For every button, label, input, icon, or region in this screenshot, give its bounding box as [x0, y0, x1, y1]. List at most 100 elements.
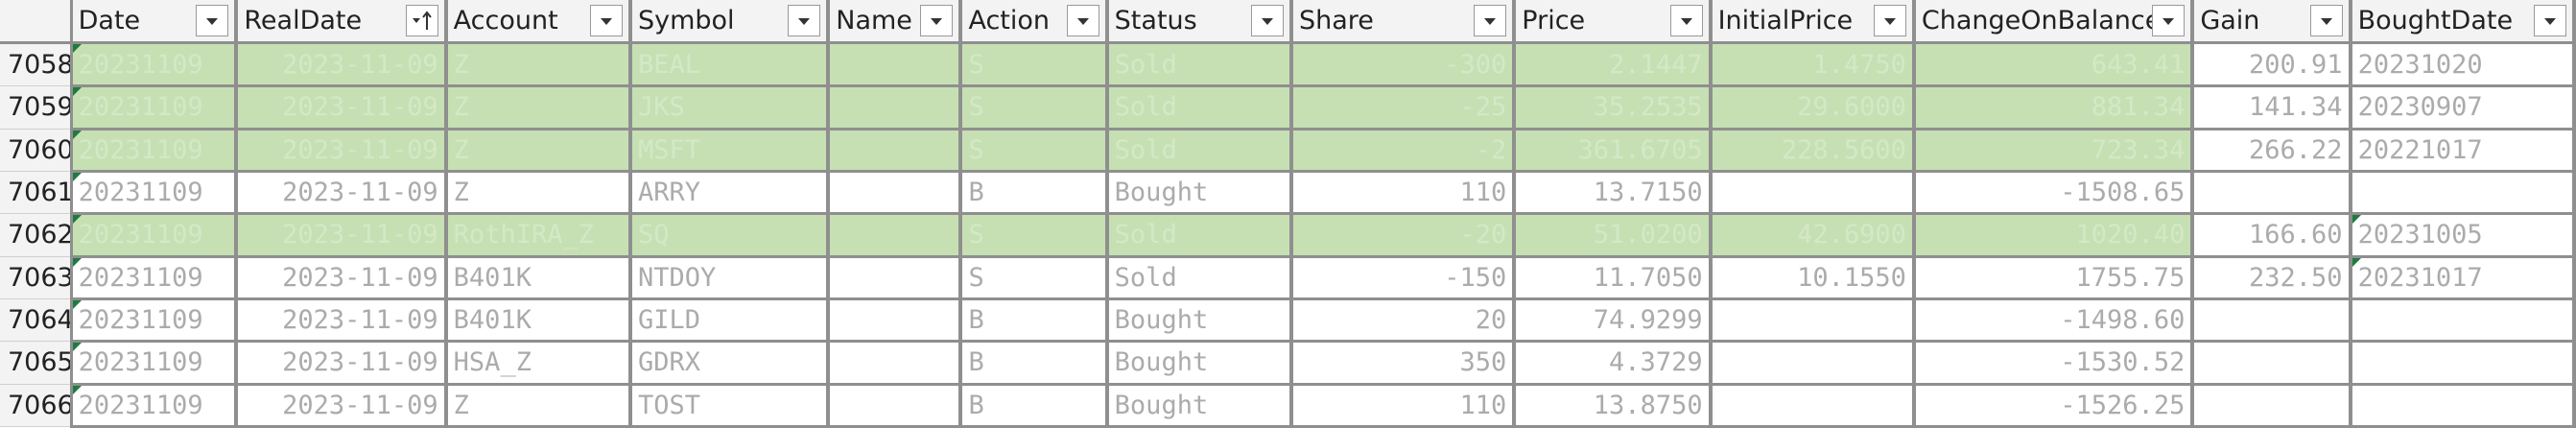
cell-initialprice[interactable]: 228.5600 — [1710, 129, 1916, 173]
cell-realdate[interactable]: 2023-11-09 — [236, 42, 448, 88]
cell-share[interactable]: 110 — [1290, 171, 1517, 216]
cell-boughtdate[interactable] — [2350, 171, 2576, 216]
cell-date[interactable]: 20231109 — [71, 298, 239, 344]
cell-name[interactable] — [828, 42, 963, 88]
cell-status[interactable]: Bought — [1106, 384, 1293, 428]
cell-boughtdate[interactable] — [2350, 341, 2576, 386]
cell-symbol[interactable]: MSFT — [629, 129, 831, 173]
cell-account[interactable]: Z — [445, 85, 632, 131]
filter-dropdown-button[interactable] — [2309, 5, 2343, 36]
cell-account[interactable]: Z — [445, 42, 632, 88]
cell-gain[interactable]: 200.91 — [2192, 42, 2352, 88]
cell-date[interactable]: 20231109 — [71, 85, 239, 131]
cell-symbol[interactable]: BEAL — [629, 42, 831, 88]
cell-action[interactable]: S — [960, 213, 1109, 258]
cell-price[interactable]: 361.6705 — [1514, 129, 1713, 173]
cell-share[interactable]: -2 — [1290, 129, 1517, 173]
column-header-account[interactable]: Account — [445, 0, 632, 44]
column-header-price[interactable]: Price — [1514, 0, 1713, 44]
column-header-realdate[interactable]: RealDate — [236, 0, 448, 44]
cell-boughtdate[interactable]: 20230907 — [2350, 85, 2576, 131]
column-header-share[interactable]: Share — [1290, 0, 1517, 44]
cell-boughtdate[interactable]: 20231005 — [2350, 213, 2576, 258]
cell-action[interactable]: S — [960, 129, 1109, 173]
cell-realdate[interactable]: 2023-11-09 — [236, 256, 448, 300]
cell-date[interactable]: 20231109 — [71, 384, 239, 428]
cell-realdate[interactable]: 2023-11-09 — [236, 213, 448, 258]
cell-action[interactable]: B — [960, 171, 1109, 216]
cell-symbol[interactable]: TOST — [629, 384, 831, 428]
cell-date[interactable]: 20231109 — [71, 213, 239, 258]
cell-changeonbalance[interactable]: -1498.60 — [1913, 298, 2195, 344]
cell-changeonbalance[interactable]: 1755.75 — [1913, 256, 2195, 300]
cell-action[interactable]: B — [960, 384, 1109, 428]
cell-date[interactable]: 20231109 — [71, 42, 239, 88]
cell-gain[interactable]: 232.50 — [2192, 256, 2352, 300]
cell-account[interactable]: Z — [445, 384, 632, 428]
cell-realdate[interactable]: 2023-11-09 — [236, 85, 448, 131]
cell-date[interactable]: 20231109 — [71, 256, 239, 300]
cell-price[interactable]: 51.0200 — [1514, 213, 1713, 258]
cell-initialprice[interactable] — [1710, 298, 1916, 344]
column-header-name[interactable]: Name — [828, 0, 963, 44]
cell-account[interactable]: Z — [445, 171, 632, 216]
cell-realdate[interactable]: 2023-11-09 — [236, 384, 448, 428]
cell-date[interactable]: 20231109 — [71, 171, 239, 216]
cell-name[interactable] — [828, 384, 963, 428]
cell-status[interactable]: Sold — [1106, 129, 1293, 173]
cell-boughtdate[interactable] — [2350, 298, 2576, 344]
cell-action[interactable]: S — [960, 85, 1109, 131]
cell-action[interactable]: S — [960, 42, 1109, 88]
cell-account[interactable]: Z — [445, 129, 632, 173]
cell-status[interactable]: Bought — [1106, 341, 1293, 386]
cell-name[interactable] — [828, 341, 963, 386]
cell-name[interactable] — [828, 256, 963, 300]
cell-status[interactable]: Sold — [1106, 42, 1293, 88]
cell-boughtdate[interactable]: 20231020 — [2350, 42, 2576, 88]
column-header-initialprice[interactable]: InitialPrice — [1710, 0, 1916, 44]
row-number[interactable]: 7063 — [0, 256, 73, 299]
cell-gain[interactable] — [2192, 341, 2352, 386]
cell-price[interactable]: 13.7150 — [1514, 171, 1713, 216]
filter-dropdown-button[interactable] — [1250, 5, 1284, 36]
cell-share[interactable]: 350 — [1290, 341, 1517, 386]
cell-share[interactable]: -300 — [1290, 42, 1517, 88]
cell-account[interactable]: HSA_Z — [445, 341, 632, 386]
cell-symbol[interactable]: JKS — [629, 85, 831, 131]
filter-dropdown-button[interactable] — [788, 5, 821, 36]
cell-price[interactable]: 74.9299 — [1514, 298, 1713, 344]
cell-date[interactable]: 20231109 — [71, 129, 239, 173]
filter-dropdown-button[interactable] — [1669, 5, 1703, 36]
cell-symbol[interactable]: SQ — [629, 213, 831, 258]
cell-status[interactable]: Sold — [1106, 256, 1293, 300]
row-number[interactable]: 7058 — [0, 42, 73, 87]
filter-dropdown-button[interactable] — [2152, 5, 2186, 36]
filter-dropdown-button[interactable] — [1873, 5, 1906, 36]
cell-action[interactable]: B — [960, 298, 1109, 344]
cell-status[interactable]: Bought — [1106, 171, 1293, 216]
cell-gain[interactable]: 141.34 — [2192, 85, 2352, 131]
cell-account[interactable]: B401K — [445, 256, 632, 300]
column-header-boughtdate[interactable]: BoughtDate — [2350, 0, 2576, 44]
cell-changeonbalance[interactable]: 723.34 — [1913, 129, 2195, 173]
cell-initialprice[interactable] — [1710, 341, 1916, 386]
cell-changeonbalance[interactable]: -1530.52 — [1913, 341, 2195, 386]
cell-name[interactable] — [828, 298, 963, 344]
cell-price[interactable]: 11.7050 — [1514, 256, 1713, 300]
cell-changeonbalance[interactable]: -1526.25 — [1913, 384, 2195, 428]
cell-changeonbalance[interactable]: 643.41 — [1913, 42, 2195, 88]
cell-realdate[interactable]: 2023-11-09 — [236, 171, 448, 216]
cell-action[interactable]: B — [960, 341, 1109, 386]
filter-dropdown-button[interactable] — [920, 5, 954, 36]
select-all-corner[interactable] — [0, 0, 73, 44]
row-number[interactable]: 7064 — [0, 298, 73, 343]
filter-dropdown-button[interactable] — [1474, 5, 1507, 36]
cell-boughtdate[interactable] — [2350, 384, 2576, 428]
cell-price[interactable]: 4.3729 — [1514, 341, 1713, 386]
cell-realdate[interactable]: 2023-11-09 — [236, 298, 448, 344]
column-header-changeonbalance[interactable]: ChangeOnBalance — [1913, 0, 2195, 44]
cell-status[interactable]: Sold — [1106, 85, 1293, 131]
cell-name[interactable] — [828, 171, 963, 216]
cell-symbol[interactable]: GDRX — [629, 341, 831, 386]
cell-initialprice[interactable] — [1710, 171, 1916, 216]
